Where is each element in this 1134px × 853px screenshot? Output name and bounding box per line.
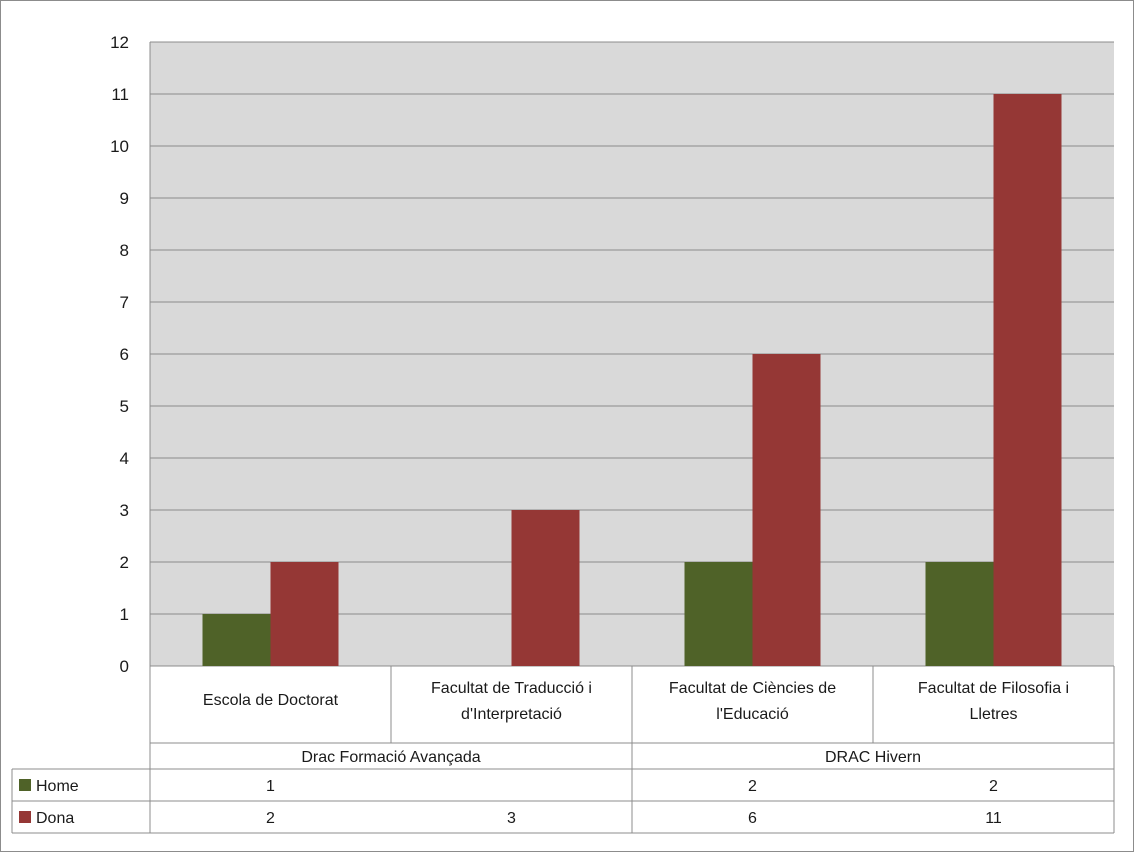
- y-tick-label: 3: [120, 501, 129, 520]
- category-label: Facultat de Traducció i: [431, 680, 592, 697]
- legend-label: Dona: [36, 810, 74, 827]
- bar-dona: [993, 94, 1062, 666]
- legend-label: Home: [36, 778, 79, 795]
- category-label: Facultat de Ciències de: [669, 680, 836, 697]
- category-label: Facultat de Filosofia i: [918, 680, 1069, 697]
- y-tick-label: 9: [120, 189, 129, 208]
- table-cell: 11: [985, 810, 1002, 827]
- table-cell: 2: [266, 810, 275, 827]
- y-tick-label: 8: [120, 241, 129, 260]
- bar-home: [684, 562, 753, 666]
- bar-home: [925, 562, 994, 666]
- bar-dona: [270, 562, 339, 666]
- legend-swatch-dona: [19, 811, 31, 823]
- y-tick-label: 6: [120, 345, 129, 364]
- y-tick-label: 10: [110, 137, 129, 156]
- bar-dona: [752, 354, 821, 666]
- y-tick-label: 4: [120, 449, 129, 468]
- y-tick-label: 11: [111, 85, 129, 104]
- y-tick-label: 1: [120, 605, 129, 624]
- bar-home: [202, 614, 271, 666]
- y-tick-label: 2: [120, 553, 129, 572]
- table-cell: 2: [989, 778, 998, 795]
- table-cell: 2: [748, 778, 757, 795]
- category-label: d'Interpretació: [461, 706, 562, 723]
- y-tick-label: 5: [120, 397, 129, 416]
- bar-dona: [511, 510, 580, 666]
- y-tick-label: 0: [120, 657, 129, 676]
- table-cell: 3: [507, 810, 516, 827]
- legend-swatch-home: [19, 779, 31, 791]
- y-tick-label: 12: [110, 33, 129, 52]
- table-cell: 1: [266, 778, 275, 795]
- category-label: Lletres: [969, 706, 1017, 723]
- category-label: Escola de Doctorat: [203, 692, 339, 709]
- table-cell: 6: [748, 810, 757, 827]
- group-label: DRAC Hivern: [825, 749, 921, 766]
- category-label: l'Educació: [716, 706, 789, 723]
- group-label: Drac Formació Avançada: [301, 749, 480, 766]
- y-tick-label: 7: [120, 293, 129, 312]
